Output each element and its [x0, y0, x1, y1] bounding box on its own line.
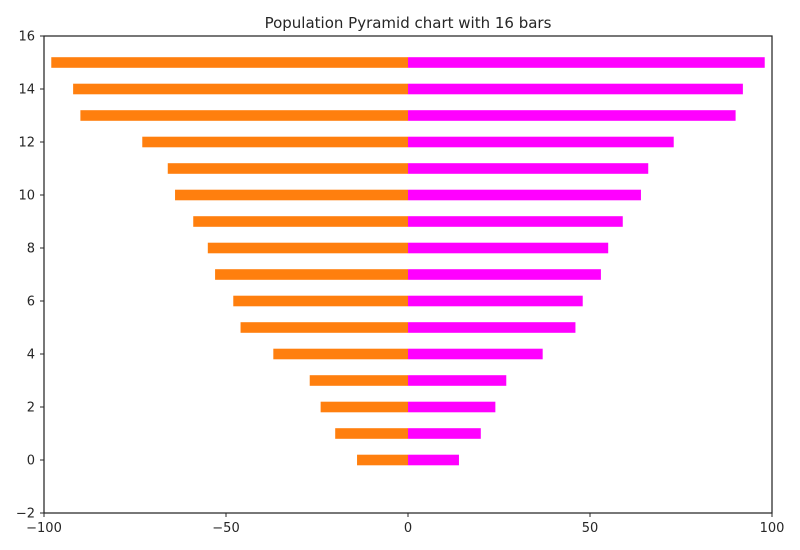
y-tick-label: 4 — [27, 348, 35, 363]
left-bar-7 — [215, 269, 408, 280]
left-bar-13 — [80, 110, 409, 121]
right-bar-13 — [408, 110, 736, 121]
right-bar-3 — [408, 375, 507, 386]
plot-frame — [43, 35, 773, 514]
x-tick-label: 50 — [582, 521, 599, 536]
x-tick-label: −50 — [212, 521, 239, 536]
right-bar-14 — [408, 83, 743, 95]
right-bar-11 — [408, 163, 649, 174]
right-bar-10 — [408, 189, 641, 201]
right-bar-8 — [408, 242, 609, 254]
x-tick-label: 100 — [760, 521, 785, 536]
left-bar-14 — [73, 83, 409, 95]
y-tick-label: 6 — [27, 295, 35, 310]
right-bar-6 — [408, 295, 583, 307]
y-tick-label: 2 — [27, 401, 35, 416]
right-bar-9 — [408, 216, 623, 227]
x-tick-label: −100 — [26, 521, 62, 536]
left-bar-5 — [240, 322, 408, 333]
left-bar-3 — [309, 375, 408, 386]
y-tick-label: 16 — [18, 30, 35, 45]
left-bar-6 — [233, 295, 408, 307]
left-bar-15 — [51, 57, 408, 68]
x-axis-ticks: −100 −50 0 50 100 — [26, 513, 784, 536]
right-bar-15 — [408, 57, 765, 68]
left-bar-12 — [142, 136, 408, 148]
left-bar-2 — [320, 401, 408, 413]
y-tick-label: 0 — [27, 454, 35, 469]
chart-title: Population Pyramid chart with 16 bars — [265, 14, 552, 32]
left-bar-0 — [357, 454, 408, 466]
bars-group — [51, 57, 765, 466]
right-bar-12 — [408, 136, 674, 148]
left-bar-4 — [273, 348, 408, 360]
right-bar-5 — [408, 322, 576, 333]
y-tick-label: 14 — [18, 83, 35, 98]
y-tick-label: 12 — [18, 136, 35, 151]
left-bar-9 — [193, 216, 408, 227]
right-bar-1 — [408, 428, 481, 439]
left-bar-1 — [335, 428, 408, 439]
right-bar-2 — [408, 401, 496, 413]
y-tick-label: 8 — [27, 242, 35, 257]
y-tick-label: −2 — [16, 507, 35, 522]
right-bar-7 — [408, 269, 601, 280]
y-tick-label: 10 — [18, 189, 35, 204]
x-tick-label: 0 — [404, 521, 412, 536]
left-bar-11 — [167, 163, 408, 174]
left-bar-8 — [207, 242, 408, 254]
right-bar-0 — [408, 454, 459, 466]
y-axis-ticks: −2 0 2 4 6 8 10 12 14 16 — [16, 30, 44, 522]
left-bar-10 — [175, 189, 408, 201]
right-bar-4 — [408, 348, 543, 360]
